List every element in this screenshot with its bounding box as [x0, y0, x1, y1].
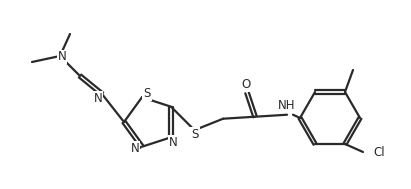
Text: N: N: [58, 50, 66, 64]
Text: S: S: [143, 87, 151, 100]
Text: Cl: Cl: [373, 146, 385, 160]
Text: O: O: [241, 78, 251, 91]
Text: N: N: [169, 136, 178, 149]
Text: N: N: [131, 142, 139, 155]
Text: NH: NH: [278, 99, 296, 112]
Text: S: S: [192, 128, 199, 141]
Text: N: N: [94, 91, 102, 105]
